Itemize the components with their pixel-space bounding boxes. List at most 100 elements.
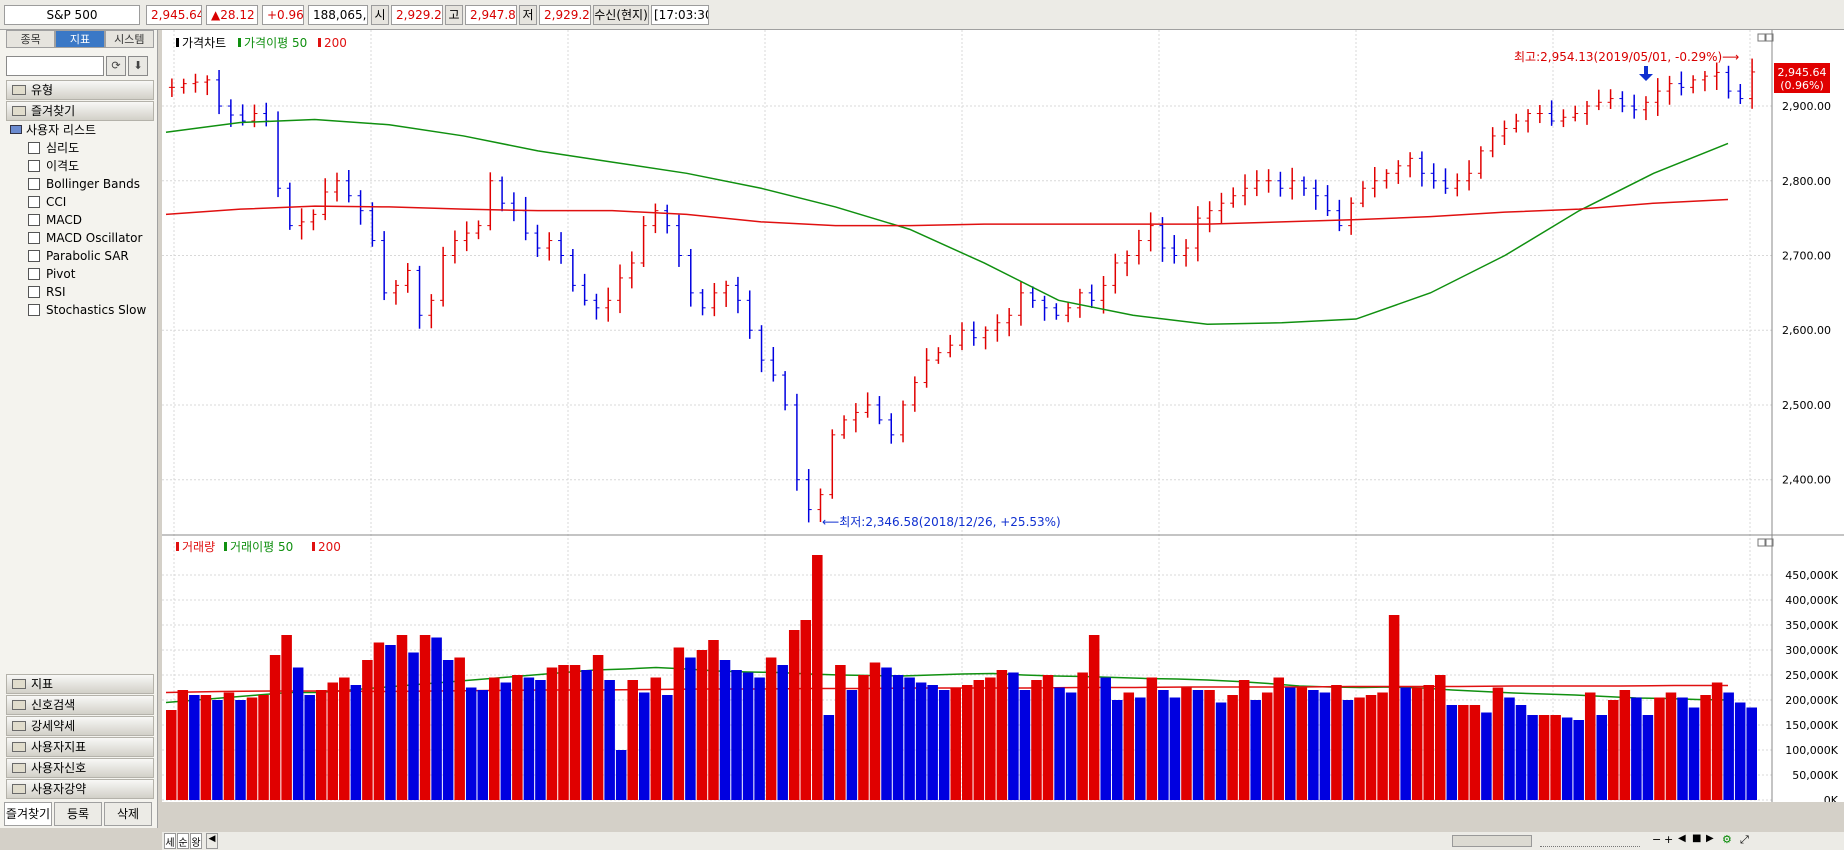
panel-maximize-icon[interactable] (1757, 538, 1766, 547)
checkbox[interactable] (28, 286, 40, 298)
volume-bar (1042, 675, 1054, 800)
checkbox[interactable] (28, 214, 40, 226)
folder-signal-search[interactable]: 신호검색 (6, 695, 154, 715)
tab-systems[interactable]: 시스템 (104, 30, 154, 48)
list-item[interactable]: Bollinger Bands (28, 176, 140, 192)
folder-indicator[interactable]: 지표 (6, 674, 154, 694)
list-item[interactable]: 심리도 (28, 140, 79, 156)
list-item-label: 심리도 (46, 141, 80, 155)
volume-bar (1469, 705, 1481, 800)
panel-close-icon[interactable] (1765, 33, 1774, 42)
user-list-title[interactable]: 사용자 리스트 (10, 122, 96, 138)
refresh-icon[interactable]: ⟳ (106, 56, 126, 76)
receive-mode[interactable]: 수신(현지) (593, 5, 649, 25)
list-item-label: Stochastics Slow (46, 303, 147, 317)
volume-bar (1146, 677, 1158, 800)
volume-bar (985, 677, 996, 800)
checkbox[interactable] (28, 304, 40, 316)
volume-bar (523, 677, 535, 800)
checkbox[interactable] (28, 142, 40, 154)
volume-bar (1285, 687, 1296, 800)
list-item[interactable]: CCI (28, 194, 66, 210)
volume-bar (823, 715, 835, 800)
list-item[interactable]: 이격도 (28, 158, 79, 174)
volume-tick-label: 450,000K (1785, 569, 1838, 582)
volume-bar (500, 682, 512, 800)
scroll-left-icon[interactable]: ◀ (206, 833, 218, 849)
volume-bar (950, 687, 961, 800)
tab-indicators[interactable]: 지표 (55, 30, 105, 48)
checkbox[interactable] (28, 160, 40, 172)
open-value: 2,929.21 (391, 5, 443, 25)
volume-bar (1308, 690, 1319, 800)
volume-bar (1111, 700, 1123, 800)
folder-strength[interactable]: 강세약세 (6, 716, 154, 736)
folder-user-strength[interactable]: 사용자강약 (6, 779, 154, 799)
volume-bar (1135, 697, 1146, 800)
checkbox[interactable] (28, 232, 40, 244)
user-list-label: 사용자 리스트 (26, 123, 97, 137)
search-input[interactable] (6, 56, 104, 76)
list-item[interactable]: Pivot (28, 266, 75, 282)
high-label: 고 (445, 5, 463, 25)
settings-icon[interactable]: ⚙ (1722, 833, 1732, 846)
folder-user-signal[interactable]: 사용자신호 (6, 758, 154, 778)
volume-bar (258, 695, 269, 800)
volume-bar (1584, 692, 1596, 800)
chart-svg[interactable]: 2,400.00 2,500.00 2,600.00 2,700.00 2,800.00… (162, 30, 1844, 815)
folder-type[interactable]: 유형 (6, 80, 154, 100)
volume-bar (1238, 680, 1250, 800)
volume-bar (1446, 705, 1458, 800)
zoom-in-icon[interactable]: + (1664, 833, 1674, 846)
tab-items[interactable]: 종목 (6, 30, 56, 48)
favorites-button[interactable]: 즐겨찾기 (4, 802, 52, 826)
volume-bar (1550, 715, 1561, 800)
folder-label: 지표 (31, 677, 54, 691)
chart-area[interactable]: 2,400.00 2,500.00 2,600.00 2,700.00 2,800.00… (162, 30, 1844, 850)
zoom-slider[interactable] (1540, 835, 1640, 847)
volume-bar (1700, 695, 1711, 800)
list-item[interactable]: RSI (28, 284, 66, 300)
play-forward-icon[interactable]: ▶ (1706, 833, 1714, 844)
register-button[interactable]: 등록 (54, 802, 102, 826)
volume-tick-label: 350,000K (1785, 619, 1838, 632)
list-item-label: 이격도 (46, 159, 80, 173)
list-item[interactable]: MACD (28, 212, 82, 228)
horizontal-scrollbar[interactable] (1452, 835, 1532, 847)
volume-bar (1573, 720, 1584, 800)
expand-icon[interactable]: ⤢ (1740, 833, 1749, 846)
panel-close-icon[interactable] (1765, 538, 1774, 547)
stop-icon[interactable]: ■ (1692, 833, 1702, 844)
play-back-icon[interactable]: ◀ (1678, 833, 1686, 844)
folder-user-indicator[interactable]: 사용자지표 (6, 737, 154, 757)
legend-price-ma50: 가격이평 50 (244, 36, 307, 50)
legend-volume-ma200: 200 (318, 540, 341, 554)
tab-wang[interactable]: 왕 (190, 833, 202, 849)
checkbox[interactable] (28, 196, 40, 208)
volume-bar (938, 690, 950, 800)
tab-sun[interactable]: 순 (177, 833, 189, 849)
folder-favorites[interactable]: 즐겨찾기 (6, 101, 154, 121)
checkbox[interactable] (28, 250, 40, 262)
list-item[interactable]: Stochastics Slow (28, 302, 146, 318)
tab-se[interactable]: 세 (164, 833, 176, 849)
list-item[interactable]: Parabolic SAR (28, 248, 129, 264)
volume-bar (604, 680, 615, 800)
volume-bar (465, 687, 477, 800)
symbol-field[interactable]: S&P 500 (4, 5, 140, 25)
panel-maximize-icon[interactable] (1757, 33, 1766, 42)
download-icon[interactable]: ⬇ (128, 56, 148, 76)
price-tick-label: 2,400.00 (1782, 474, 1831, 487)
delete-button[interactable]: 삭제 (104, 802, 152, 826)
legend-marker (176, 542, 179, 551)
low-label: 저 (519, 5, 537, 25)
folder-label: 사용자신호 (31, 761, 87, 775)
volume-bar (1031, 680, 1042, 800)
volume-bar (754, 677, 765, 800)
zoom-out-icon[interactable]: − (1652, 833, 1662, 846)
volume-bar (812, 555, 823, 800)
checkbox[interactable] (28, 178, 40, 190)
list-item[interactable]: MACD Oscillator (28, 230, 142, 246)
volume-bar (1434, 675, 1446, 800)
checkbox[interactable] (28, 268, 40, 280)
